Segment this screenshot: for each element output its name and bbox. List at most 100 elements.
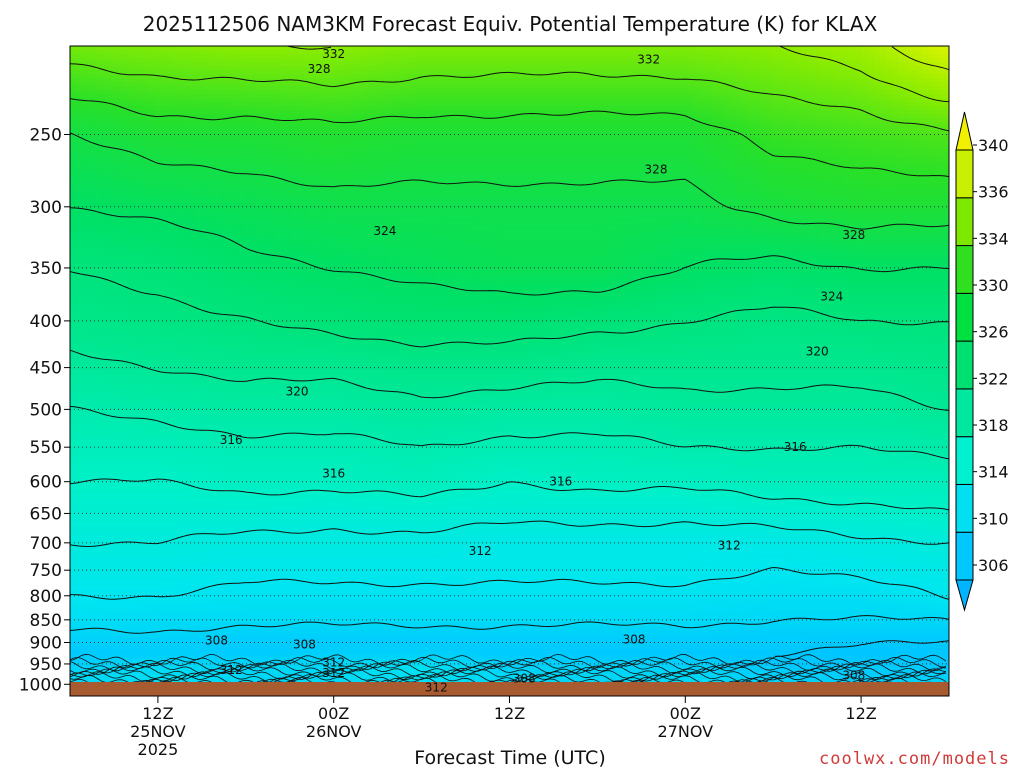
heatmap-cell: [88, 134, 95, 139]
heatmap-cell: [652, 118, 659, 123]
heatmap-cell: [628, 126, 635, 131]
heatmap-cell: [268, 46, 275, 51]
heatmap-cell: [916, 98, 923, 103]
heatmap-cell: [784, 110, 791, 115]
heatmap-cell: [646, 134, 653, 139]
heatmap-cell: [106, 46, 113, 51]
heatmap-cell: [736, 114, 743, 119]
heatmap-cell: [124, 110, 131, 115]
heatmap-cell: [178, 66, 185, 71]
heatmap-cell: [460, 74, 467, 79]
heatmap-cell: [700, 118, 707, 123]
heatmap-cell: [808, 130, 815, 135]
heatmap-cell: [772, 118, 779, 123]
heatmap-cell: [610, 134, 617, 139]
heatmap-cell: [322, 62, 329, 67]
heatmap-cell: [886, 158, 893, 163]
heatmap-cell: [880, 138, 887, 143]
heatmap-cell: [574, 74, 581, 79]
heatmap-cell: [742, 150, 749, 155]
heatmap-cell: [298, 118, 305, 123]
heatmap-cell: [688, 126, 695, 131]
heatmap-cell: [664, 146, 671, 151]
heatmap-cell: [316, 86, 323, 91]
heatmap-cell: [628, 162, 635, 167]
heatmap-cell: [136, 58, 143, 63]
heatmap-cell: [532, 114, 539, 119]
heatmap-cell: [700, 166, 707, 171]
heatmap-cell: [340, 46, 347, 51]
heatmap-cell: [256, 142, 263, 147]
heatmap-cell: [274, 158, 281, 163]
heatmap-cell: [814, 106, 821, 111]
heatmap-cell: [184, 146, 191, 151]
heatmap-cell: [772, 110, 779, 115]
heatmap-cell: [436, 122, 443, 127]
heatmap-cell: [88, 62, 95, 67]
heatmap-cell: [862, 138, 869, 143]
heatmap-cell: [658, 146, 665, 151]
heatmap-cell: [514, 138, 521, 143]
heatmap-cell: [70, 166, 77, 171]
heatmap-cell: [238, 158, 245, 163]
heatmap-cell: [220, 70, 227, 75]
heatmap-cell: [490, 94, 497, 99]
heatmap-cell: [568, 130, 575, 135]
heatmap-cell: [274, 46, 281, 51]
heatmap-cell: [400, 70, 407, 75]
heatmap-cell: [808, 154, 815, 159]
heatmap-cell: [712, 150, 719, 155]
heatmap-cell: [556, 166, 563, 171]
heatmap-cell: [682, 46, 689, 51]
heatmap-cell: [706, 74, 713, 79]
heatmap-cell: [700, 90, 707, 95]
heatmap-cell: [466, 98, 473, 103]
heatmap-cell: [328, 74, 335, 79]
heatmap-cell: [772, 86, 779, 91]
heatmap-cell: [316, 138, 323, 143]
heatmap-cell: [382, 54, 389, 59]
heatmap-cell: [748, 158, 755, 163]
heatmap-cell: [424, 98, 431, 103]
heatmap-cell: [700, 62, 707, 67]
heatmap-cell: [310, 154, 317, 159]
heatmap-cell: [754, 130, 761, 135]
heatmap-cell: [172, 174, 179, 179]
heatmap-cell: [286, 94, 293, 99]
heatmap-cell: [160, 170, 167, 175]
heatmap-cell: [256, 138, 263, 143]
heatmap-cell: [628, 62, 635, 67]
heatmap-cell: [622, 86, 629, 91]
heatmap-cell: [808, 102, 815, 107]
heatmap-cell: [148, 118, 155, 123]
heatmap-cell: [214, 154, 221, 159]
heatmap-cell: [238, 110, 245, 115]
heatmap-cell: [340, 162, 347, 167]
heatmap-cell: [826, 114, 833, 119]
heatmap-cell: [82, 130, 89, 135]
heatmap-cell: [430, 94, 437, 99]
heatmap-cell: [736, 50, 743, 55]
heatmap-cell: [628, 58, 635, 63]
heatmap-cell: [448, 102, 455, 107]
heatmap-cell: [466, 66, 473, 71]
heatmap-cell: [94, 122, 101, 127]
heatmap-cell: [376, 102, 383, 107]
heatmap-cell: [880, 90, 887, 95]
heatmap-cell: [874, 158, 881, 163]
heatmap-cell: [688, 174, 695, 179]
heatmap-cell: [508, 114, 515, 119]
heatmap-cell: [286, 170, 293, 175]
heatmap-cell: [160, 150, 167, 155]
heatmap-cell: [424, 178, 431, 183]
heatmap-cell: [472, 170, 479, 175]
heatmap-cell: [460, 66, 467, 71]
heatmap-cell: [832, 82, 839, 87]
heatmap-cell: [676, 66, 683, 71]
heatmap-cell: [490, 118, 497, 123]
heatmap-cell: [130, 150, 137, 155]
heatmap-cell: [784, 114, 791, 119]
heatmap-cell: [472, 174, 479, 179]
heatmap-cell: [790, 174, 797, 179]
heatmap-cell: [766, 86, 773, 91]
